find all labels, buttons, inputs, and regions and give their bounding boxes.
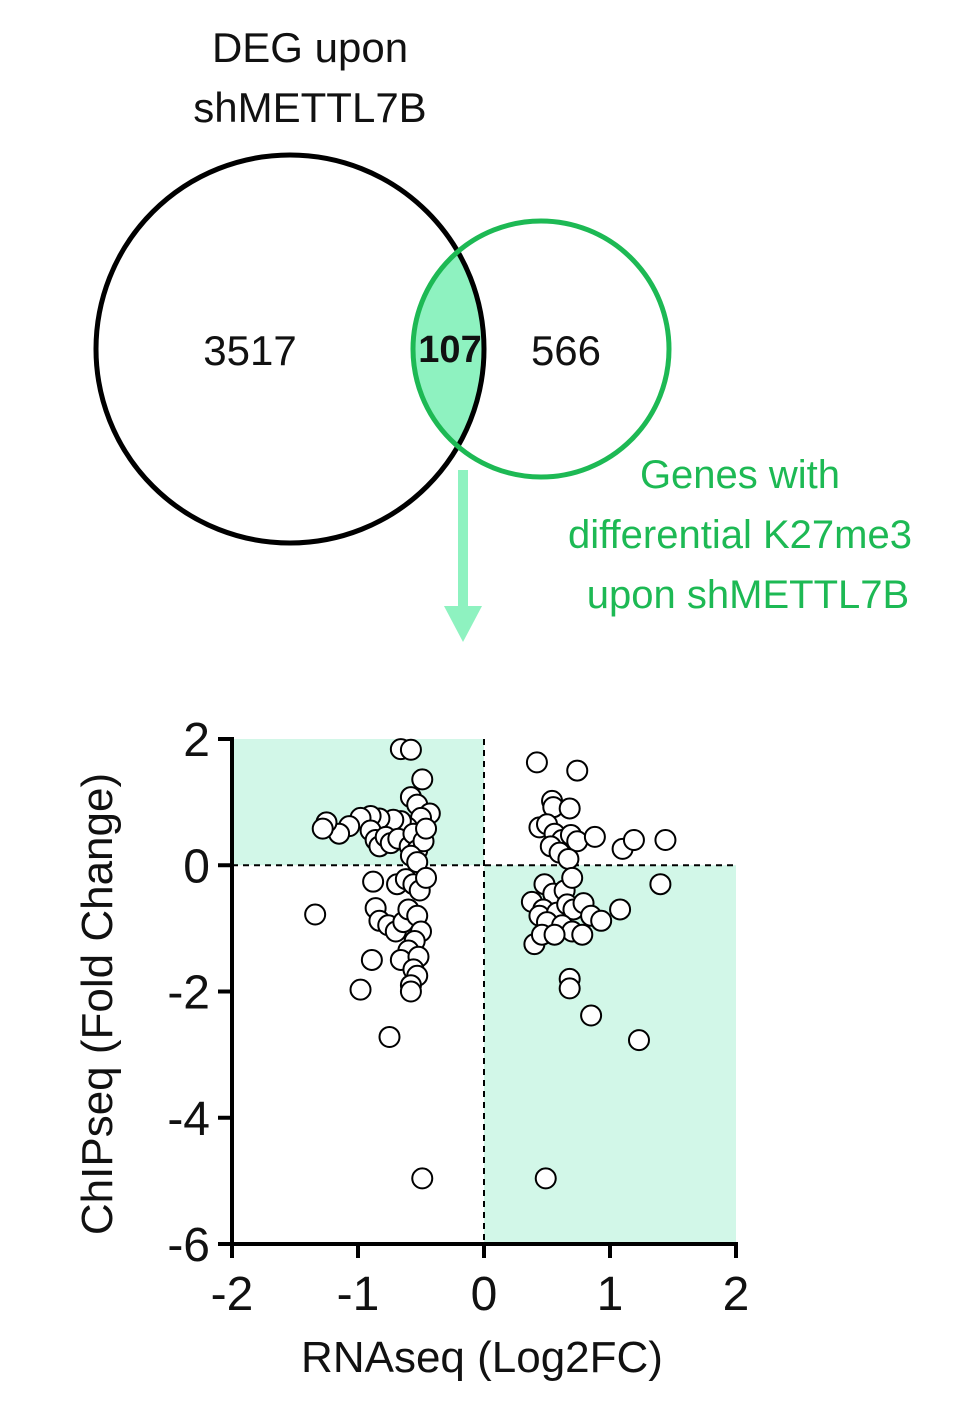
data-point [590,909,613,932]
venn-right-title-line3: upon shMETTL7B [587,573,909,617]
data-point [415,866,438,889]
highlight-quadrant-1 [232,739,484,866]
data-point [583,825,606,848]
y-tick-label: 2 [183,714,210,767]
data-point [622,829,645,851]
data-point [654,829,677,851]
data-point [399,980,422,1003]
data-point [311,817,334,840]
data-point [566,759,589,782]
data-point [627,1029,650,1052]
data-point [525,751,548,774]
data-point [534,1167,557,1190]
venn-left-title-line1: DEG upon [212,24,408,71]
scatter-chart: 20-2-4-6-2 -1 0 1 2 RNAseq (Log2FC) ChIPseq … [73,714,749,1382]
data-point [609,898,632,921]
y-tick-label: -4 [167,1093,210,1146]
axes: 20-2-4-6-2 -1 0 1 2 [167,714,749,1321]
x-axis-label: RNAseq (Log2FC) [301,1333,663,1382]
x-tick-label: -1 [337,1268,380,1321]
data-point [349,978,372,1001]
venn-overlap-count: 107 [418,329,481,371]
x-tick-label: 2 [723,1268,750,1321]
venn-right-count: 566 [531,327,601,374]
y-tick-label: -6 [167,1219,210,1272]
y-tick-label: 0 [183,840,210,893]
data-point [561,866,584,889]
venn-left-count: 3517 [203,327,296,374]
data-point [360,948,383,971]
venn-diagram: DEG upon shMETTL7B 3517 107 566 Genes wi… [93,24,912,642]
down-arrow [444,470,482,642]
data-point [362,870,385,893]
x-tick-label: 0 [471,1268,498,1321]
data-point [580,1004,603,1027]
reference-lines [232,739,736,1244]
venn-right-title-line2: differential K27me3 [568,513,912,557]
data-point [558,977,581,1000]
venn-right-title-line1: Genes with [640,453,840,497]
data-point [304,903,327,926]
y-tick-label: -2 [167,967,210,1020]
venn-left-title-line2: shMETTL7B [193,84,426,131]
data-points [304,738,677,1190]
venn-left-circle [93,152,487,546]
data-point [411,1167,434,1190]
data-point [558,797,581,820]
highlight-quadrant-2 [484,865,736,1244]
data-point [649,873,672,896]
highlight-quadrants [232,739,736,1244]
y-axis-label: ChIPseq (Fold Change) [73,773,122,1235]
data-point [378,1025,401,1048]
x-tick-label: 1 [597,1268,624,1321]
data-point [411,768,434,791]
data-point [415,817,438,840]
x-tick-label: -2 [211,1268,254,1321]
venn-right-circle [410,218,672,480]
data-point [399,738,422,761]
data-point [543,923,566,946]
data-point [557,847,580,870]
data-point [571,923,594,946]
